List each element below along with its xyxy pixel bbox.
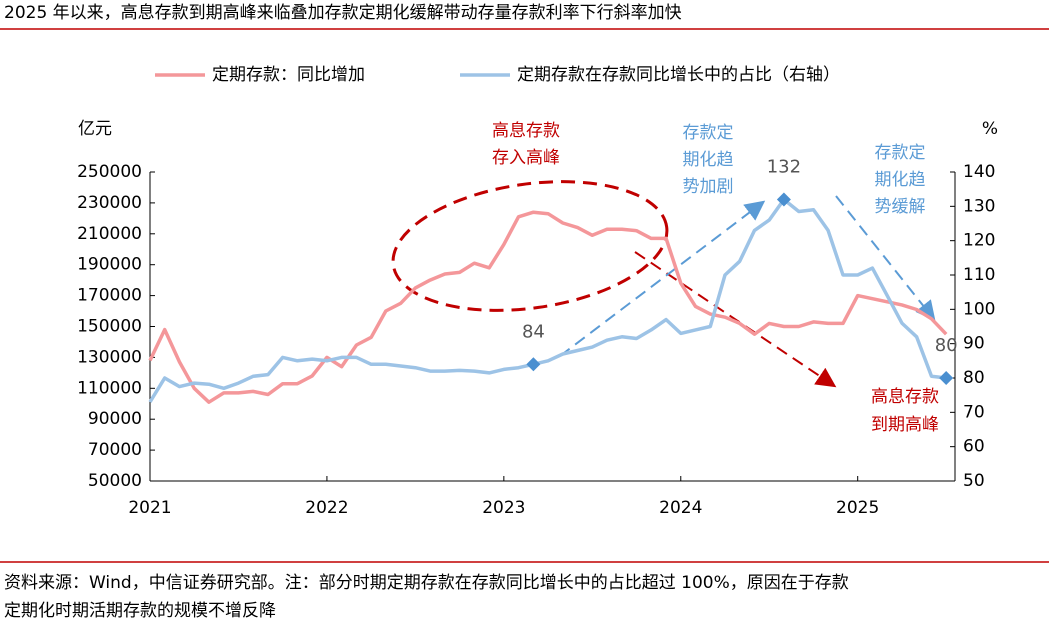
y-tick-label: 150000 (77, 317, 142, 337)
y-tick-label: 250000 (77, 162, 142, 182)
data-label: 84 (522, 321, 545, 342)
arrow (835, 195, 936, 322)
y-tick-label: 70000 (88, 440, 142, 460)
highlight-ellipse (391, 180, 669, 312)
y-tick-label: 170000 (77, 286, 142, 306)
x-tick-label: 2023 (482, 498, 525, 518)
annotation: 存款定 (875, 143, 926, 163)
annotation: 势加剧 (683, 177, 734, 197)
data-label: 132 (767, 156, 801, 177)
y-axis-label: 亿元 (78, 119, 112, 139)
y2-tick-label: 120 (963, 231, 995, 251)
point-marker (939, 371, 954, 385)
y2-axis-label: % (982, 119, 998, 139)
y-tick-label: 130000 (77, 347, 142, 367)
annotation: 存入高峰 (492, 148, 560, 168)
point-marker (526, 357, 541, 372)
y2-tick-label: 110 (963, 265, 995, 285)
annotation: 势缓解 (875, 197, 926, 217)
y2-tick-label: 140 (963, 162, 995, 182)
annotation: 到期高峰 (871, 415, 939, 435)
footnote: 定期化时期活期存款的规模不增反降 (4, 601, 276, 621)
y-tick-label: 190000 (77, 255, 142, 275)
x-tick-label: 2021 (128, 498, 171, 518)
x-tick-label: 2022 (305, 498, 348, 518)
x-tick-label: 2025 (836, 498, 879, 518)
footnote: 资料来源：Wind，中信证券研究部。注：部分时期定期存款在存款同比增长中的占比超… (4, 573, 849, 593)
y2-tick-label: 90 (963, 334, 985, 354)
y2-tick-label: 80 (963, 368, 985, 388)
x-tick-label: 2024 (659, 498, 702, 518)
series-line (148, 210, 948, 404)
annotation: 存款定 (683, 123, 734, 143)
series-line (148, 197, 947, 403)
y2-tick-label: 130 (963, 196, 995, 216)
data-label: 80 (935, 335, 958, 356)
y2-tick-label: 100 (963, 299, 995, 319)
y-tick-label: 110000 (77, 378, 142, 398)
annotation: 期化趋 (683, 150, 734, 170)
arrow (559, 200, 766, 357)
y-tick-label: 230000 (77, 193, 142, 213)
y-tick-label: 90000 (88, 409, 142, 429)
y2-tick-label: 60 (963, 437, 985, 457)
y-tick-label: 210000 (77, 224, 142, 244)
y2-tick-label: 70 (963, 402, 985, 422)
annotation: 高息存款 (871, 387, 939, 407)
title: 2025 年以来，高息存款到期高峰来临叠加存款定期化缓解带动存量存款利率下行斜率… (4, 3, 682, 23)
annotation: 期化趋 (875, 170, 926, 190)
legend-label: 定期存款在存款同比增长中的占比（右轴） (517, 65, 840, 85)
y2-tick-label: 50 (963, 471, 985, 491)
annotation: 高息存款 (492, 121, 560, 141)
y-tick-label: 50000 (88, 471, 142, 491)
legend-label: 定期存款：同比增加 (212, 65, 365, 85)
point-marker (776, 192, 791, 207)
